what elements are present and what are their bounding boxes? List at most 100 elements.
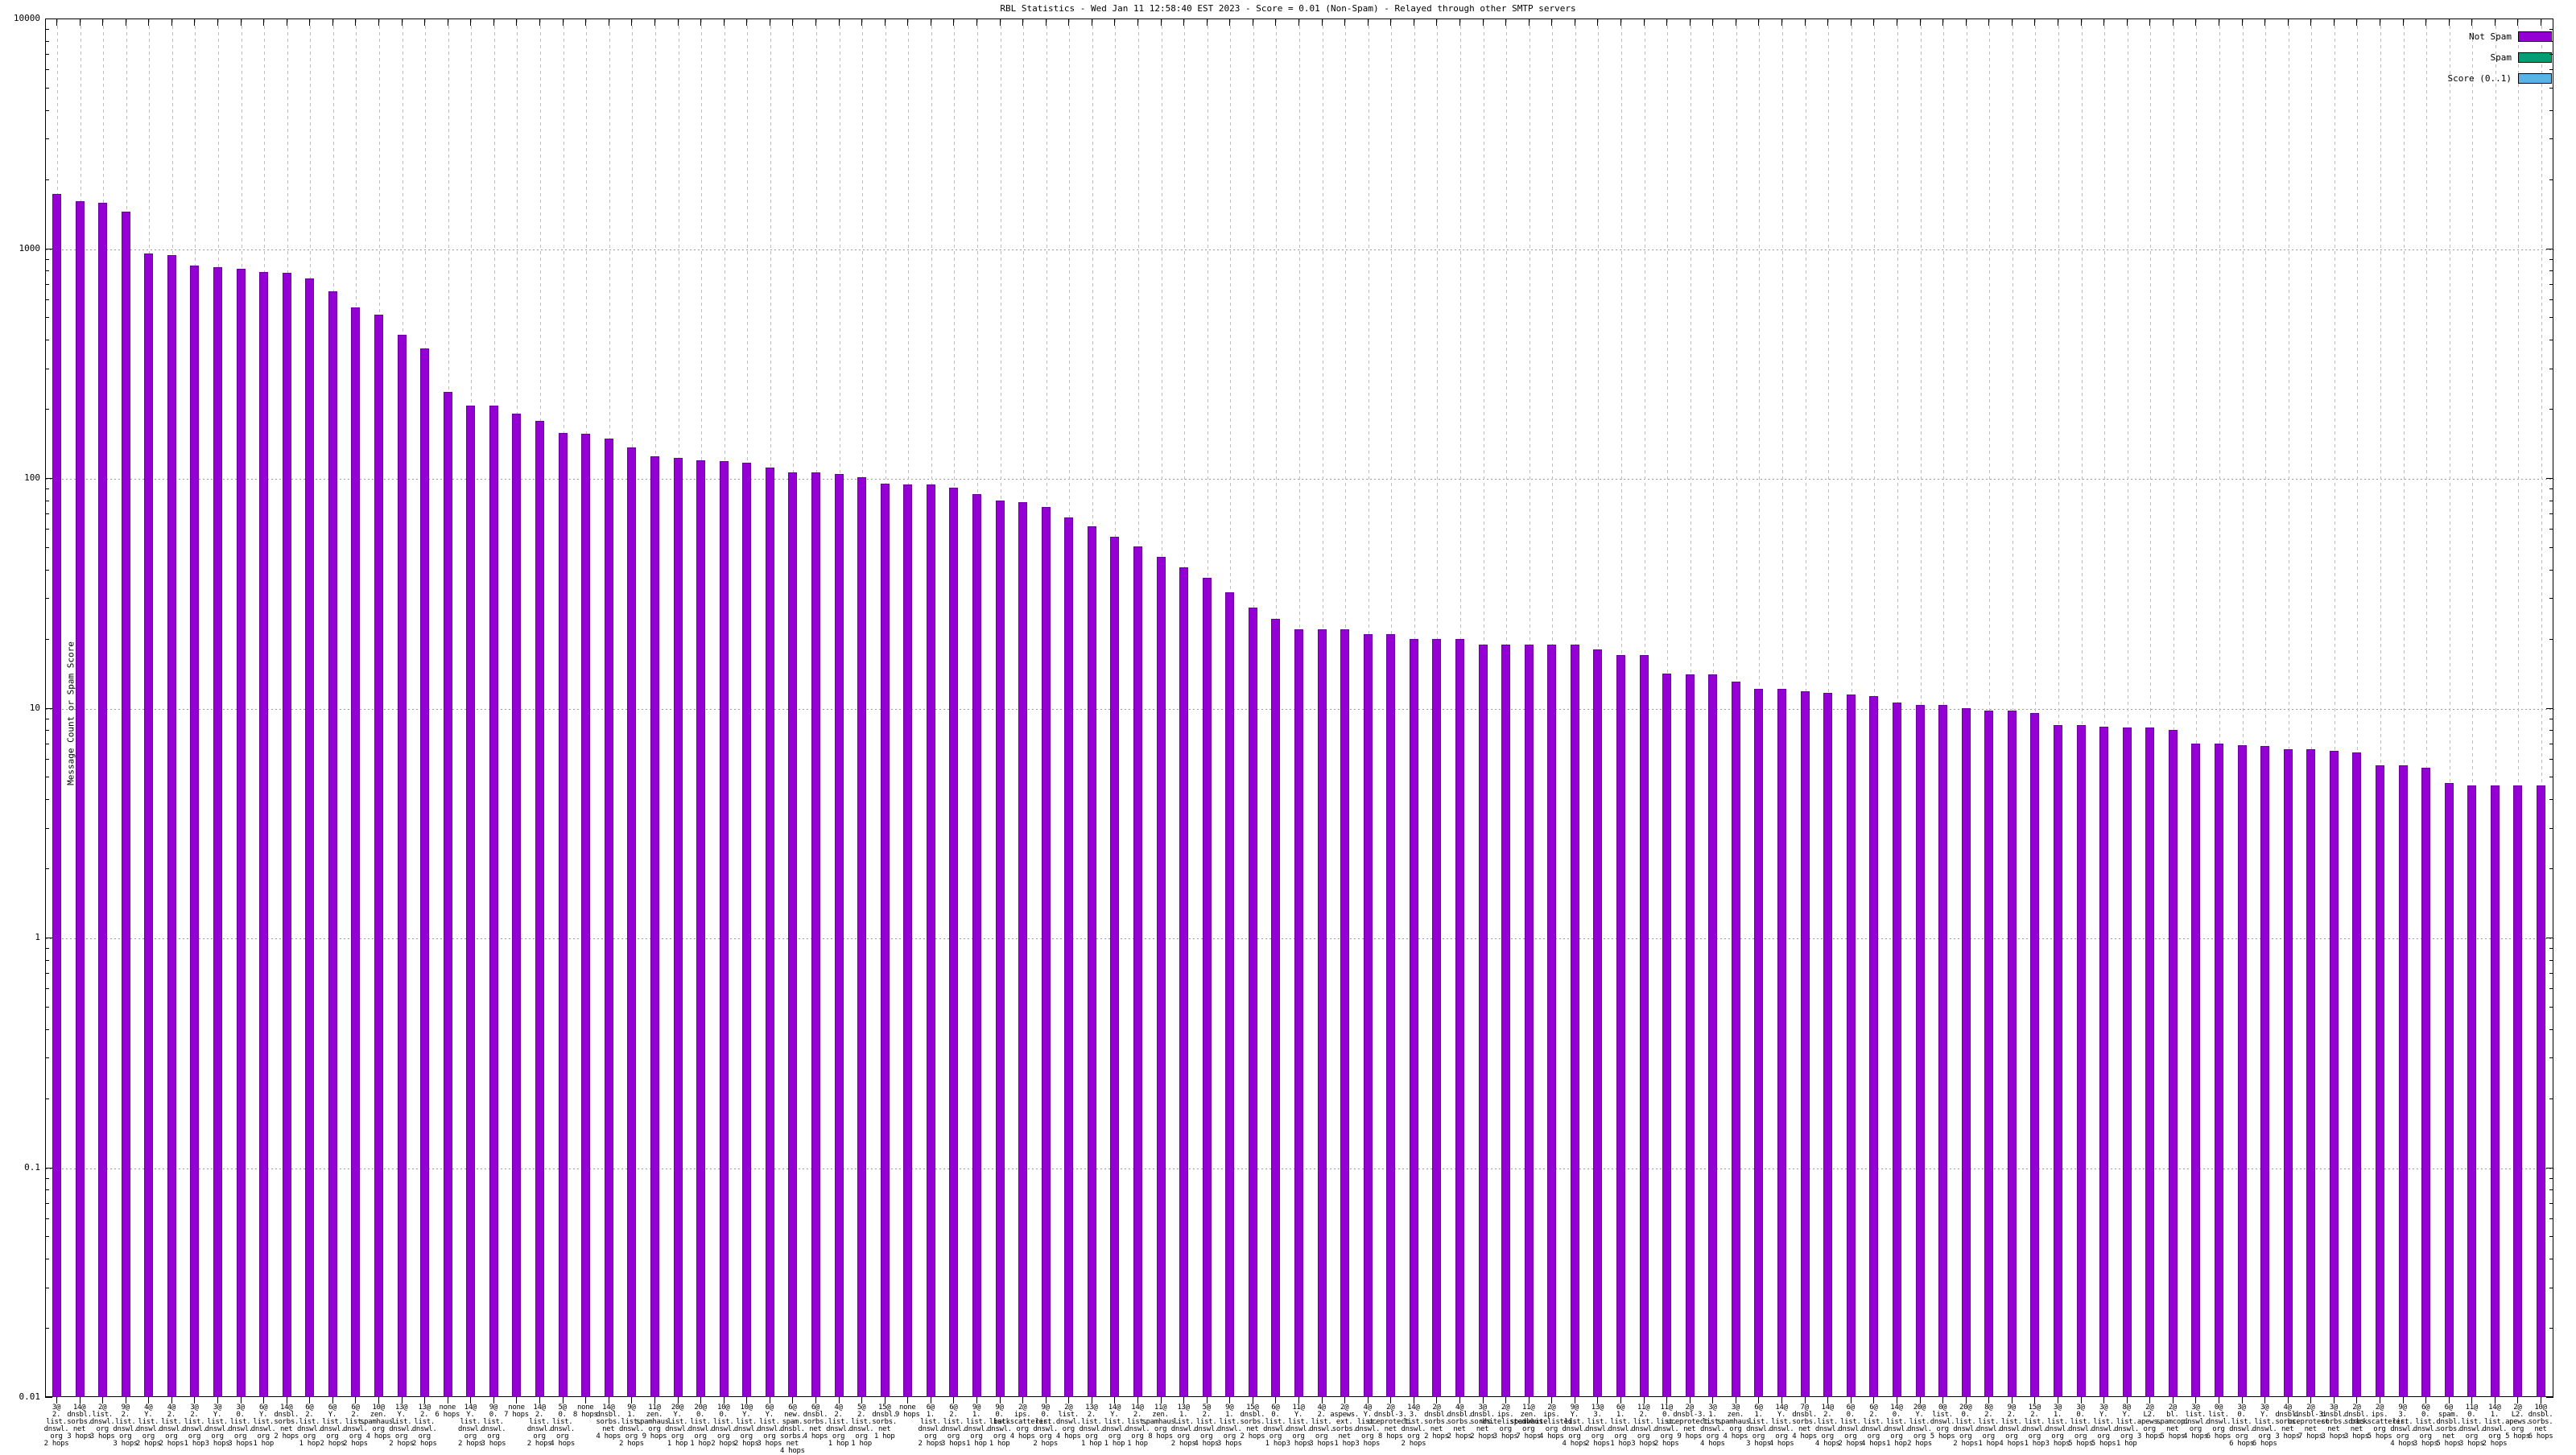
x-tick-top [1459,19,1461,26]
bar [788,472,798,1397]
x-tick-label: 14@ dnsbl. sorbs. net 4 hops [596,1403,621,1441]
bar [811,472,820,1397]
x-tick-bottom [1988,1397,1990,1403]
x-tick-bottom [953,1397,955,1403]
x-tick-bottom [355,1397,357,1403]
x-tick-label: 2@ dnsbl. sorbs. net 2 hops [1424,1403,1449,1441]
x-tick-top [1666,19,1668,26]
x-tick-top [56,19,57,26]
bar [121,211,130,1397]
bar [1225,591,1235,1397]
bar [236,268,246,1397]
x-tick-top [1781,19,1783,26]
v-gridline [2311,19,2313,1398]
bar [2237,744,2247,1397]
bar [2191,743,2201,1397]
x-tick-top [1298,19,1299,26]
y-minor-tick-right [2549,1057,2553,1059]
bar [1547,644,1557,1397]
x-tick-top [148,19,150,26]
x-tick-label: 10@ 0. list. dnswl. org 2 hops [711,1403,736,1448]
x-tick-top [1965,19,1967,26]
x-tick-top [1942,19,1944,26]
x-tick-label: 2@ ips. backscatterer. org 5 hops [2351,1403,2409,1441]
x-tick-label: 14@ 1. list. dnswl. org 2 hops [2482,1403,2508,1448]
bar [2467,785,2477,1397]
x-tick-label: 3@ 2. list. dnswl. org 1 hop [182,1403,207,1448]
x-tick-label: 13@ 2. list. dnswl. org 1 hop [1079,1403,1104,1448]
v-gridline [2104,19,2106,1398]
x-tick-bottom [516,1397,518,1403]
x-tick-label: 9@ 0. list. dnswl. org 3 hops [481,1403,506,1448]
x-tick-bottom [2287,1397,2289,1403]
x-tick-bottom [332,1397,333,1403]
y-minor-tick-right [2549,948,2553,950]
y-minor-tick [45,569,49,571]
x-tick-bottom [1919,1397,1921,1403]
y-minor-tick-right [2549,54,2553,56]
y-minor-tick [45,730,49,732]
x-tick-label: 13@ Y. list. dnswl. org 2 hops [389,1403,414,1448]
y-minor-tick [45,1328,49,1329]
y-minor-tick-right [2549,638,2553,640]
bar [1662,673,1672,1397]
x-tick-top [2448,19,2450,26]
bar [1087,526,1096,1397]
x-tick-top [332,19,333,26]
x-tick-top [2287,19,2289,26]
x-tick-bottom [1482,1397,1484,1403]
v-gridline [2196,19,2198,1398]
x-tick-label: 9@ 1. list. dnswl. org 1 hop [964,1403,989,1448]
y-minor-tick-right [2549,109,2553,111]
bar [1202,577,1212,1397]
x-tick-label: 2@ dnsbl-3. uceprotect. net 7 hops [2288,1403,2334,1441]
x-tick-top [1712,19,1714,26]
x-tick-bottom [1781,1397,1783,1403]
x-tick-bottom [171,1397,172,1403]
x-tick-bottom [1643,1397,1645,1403]
bar [1869,696,1879,1397]
bar [2283,749,2293,1397]
x-tick-bottom [700,1397,702,1403]
x-tick-label: 4@ Y. list. dnswl. org 3 hops [1355,1403,1381,1448]
bar [466,405,476,1397]
v-gridline [2081,19,2083,1398]
bar [1961,707,1971,1397]
x-tick-top [562,19,564,26]
x-tick-top [493,19,494,26]
x-tick-label: 14@ Y. list. dnswl. org 4 hops [1769,1403,1794,1448]
x-tick-top [1528,19,1530,26]
y-major-tick [45,707,52,709]
x-tick-top [516,19,518,26]
x-tick-top [1551,19,1553,26]
x-tick-top [884,19,886,26]
x-tick-label: 4@ 2. list. dnswl. org 2 hops [159,1403,184,1448]
x-tick-bottom [838,1397,840,1403]
y-tick-label: 10000 [13,13,40,23]
x-tick-bottom [2448,1397,2450,1403]
x-tick-label: 2@ dnsbl. sorbs. net 3 hops [2344,1403,2369,1441]
x-tick-top [1390,19,1392,26]
bar [1363,634,1373,1397]
bar [2260,746,2270,1397]
y-minor-tick-right [2549,730,2553,732]
bar [880,484,890,1397]
x-tick-top [1620,19,1622,26]
bar [1593,649,1603,1397]
x-tick-bottom [1229,1397,1231,1403]
x-tick-top [102,19,104,26]
x-tick-label: 2@ ips. backscatterer. org 4 hops [993,1403,1051,1441]
x-tick-label: 11@ Y. list. dnswl. org 3 hops [1286,1403,1311,1448]
bar [1455,639,1465,1397]
bar [2398,765,2408,1397]
bar [1041,506,1051,1397]
x-tick-bottom [1206,1397,1208,1403]
v-gridline [2242,19,2244,1398]
y-minor-tick [45,258,49,260]
x-tick-top [2172,19,2174,26]
y-minor-tick [45,1177,49,1179]
x-tick-top [953,19,955,26]
x-tick-label: 2@ list. dnswl. org 3 hops [89,1403,115,1441]
x-tick-top [1229,19,1231,26]
x-tick-label: 0@ list. dnswl. org 5 hops [1930,1403,1955,1441]
